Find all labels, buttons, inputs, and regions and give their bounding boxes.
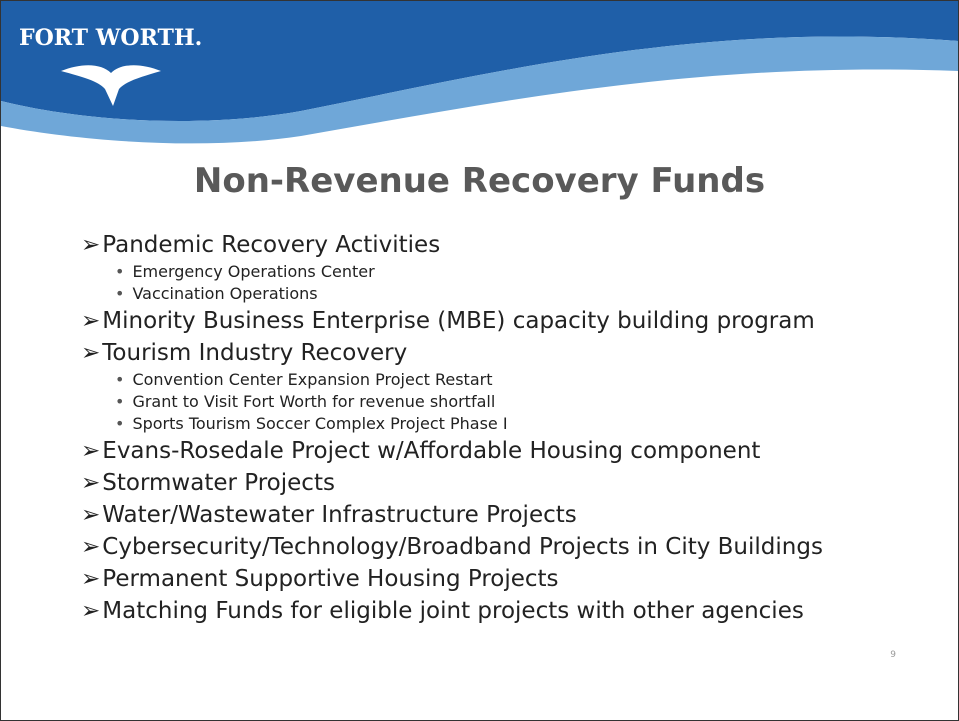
sub-bullet: Convention Center Expansion Project Rest… <box>115 369 823 391</box>
slide-title: Non-Revenue Recovery Funds <box>193 161 766 201</box>
logo: FORT WORTH. <box>19 25 203 51</box>
bullet: Permanent Supportive Housing Projects <box>81 563 823 595</box>
sub-bullet: Sports Tourism Soccer Complex Project Ph… <box>115 413 823 435</box>
bullet: Water/Wastewater Infrastructure Projects <box>81 499 823 531</box>
bullet: Tourism Industry Recovery <box>81 337 823 369</box>
bullet: Evans-Rosedale Project w/Affordable Hous… <box>81 435 823 467</box>
page-number: 9 <box>890 650 896 660</box>
bullet: Pandemic Recovery Activities <box>81 229 823 261</box>
sub-bullet: Grant to Visit Fort Worth for revenue sh… <box>115 391 823 413</box>
sub-bullet: Vaccination Operations <box>115 283 823 305</box>
bullet: Stormwater Projects <box>81 467 823 499</box>
bullet: Matching Funds for eligible joint projec… <box>81 595 823 627</box>
header-banner <box>1 1 958 144</box>
bullet: Minority Business Enterprise (MBE) capac… <box>81 305 823 337</box>
bullet-list: Pandemic Recovery ActivitiesEmergency Op… <box>81 229 823 627</box>
bullet: Cybersecurity/Technology/Broadband Proje… <box>81 531 823 563</box>
sub-bullet: Emergency Operations Center <box>115 261 823 283</box>
